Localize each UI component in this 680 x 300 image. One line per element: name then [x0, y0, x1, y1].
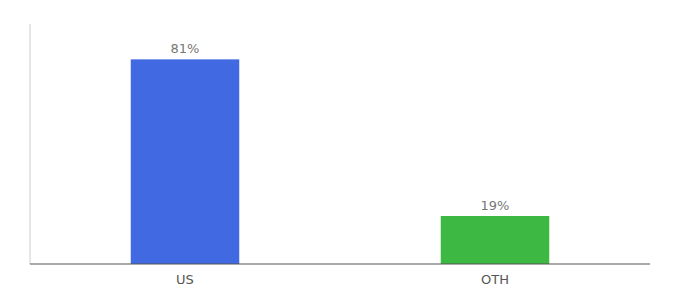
x-axis-line	[30, 263, 650, 264]
x-tick-label: US	[176, 272, 194, 287]
data-label: 81%	[171, 41, 200, 56]
background	[0, 0, 680, 300]
page: {"chart_data": {"type": "bar", "categori…	[0, 0, 680, 300]
chart-svg: 81% 19% US OTH	[0, 0, 680, 300]
x-tick-label: OTH	[481, 272, 509, 287]
bar	[441, 216, 550, 264]
chart-container: 81% 19% US OTH	[0, 0, 680, 300]
y-axis-line	[30, 24, 31, 264]
bar	[131, 59, 240, 264]
data-label: 19%	[481, 198, 510, 213]
plot-area: 81% 19% US OTH	[30, 24, 650, 287]
bars	[131, 59, 550, 264]
